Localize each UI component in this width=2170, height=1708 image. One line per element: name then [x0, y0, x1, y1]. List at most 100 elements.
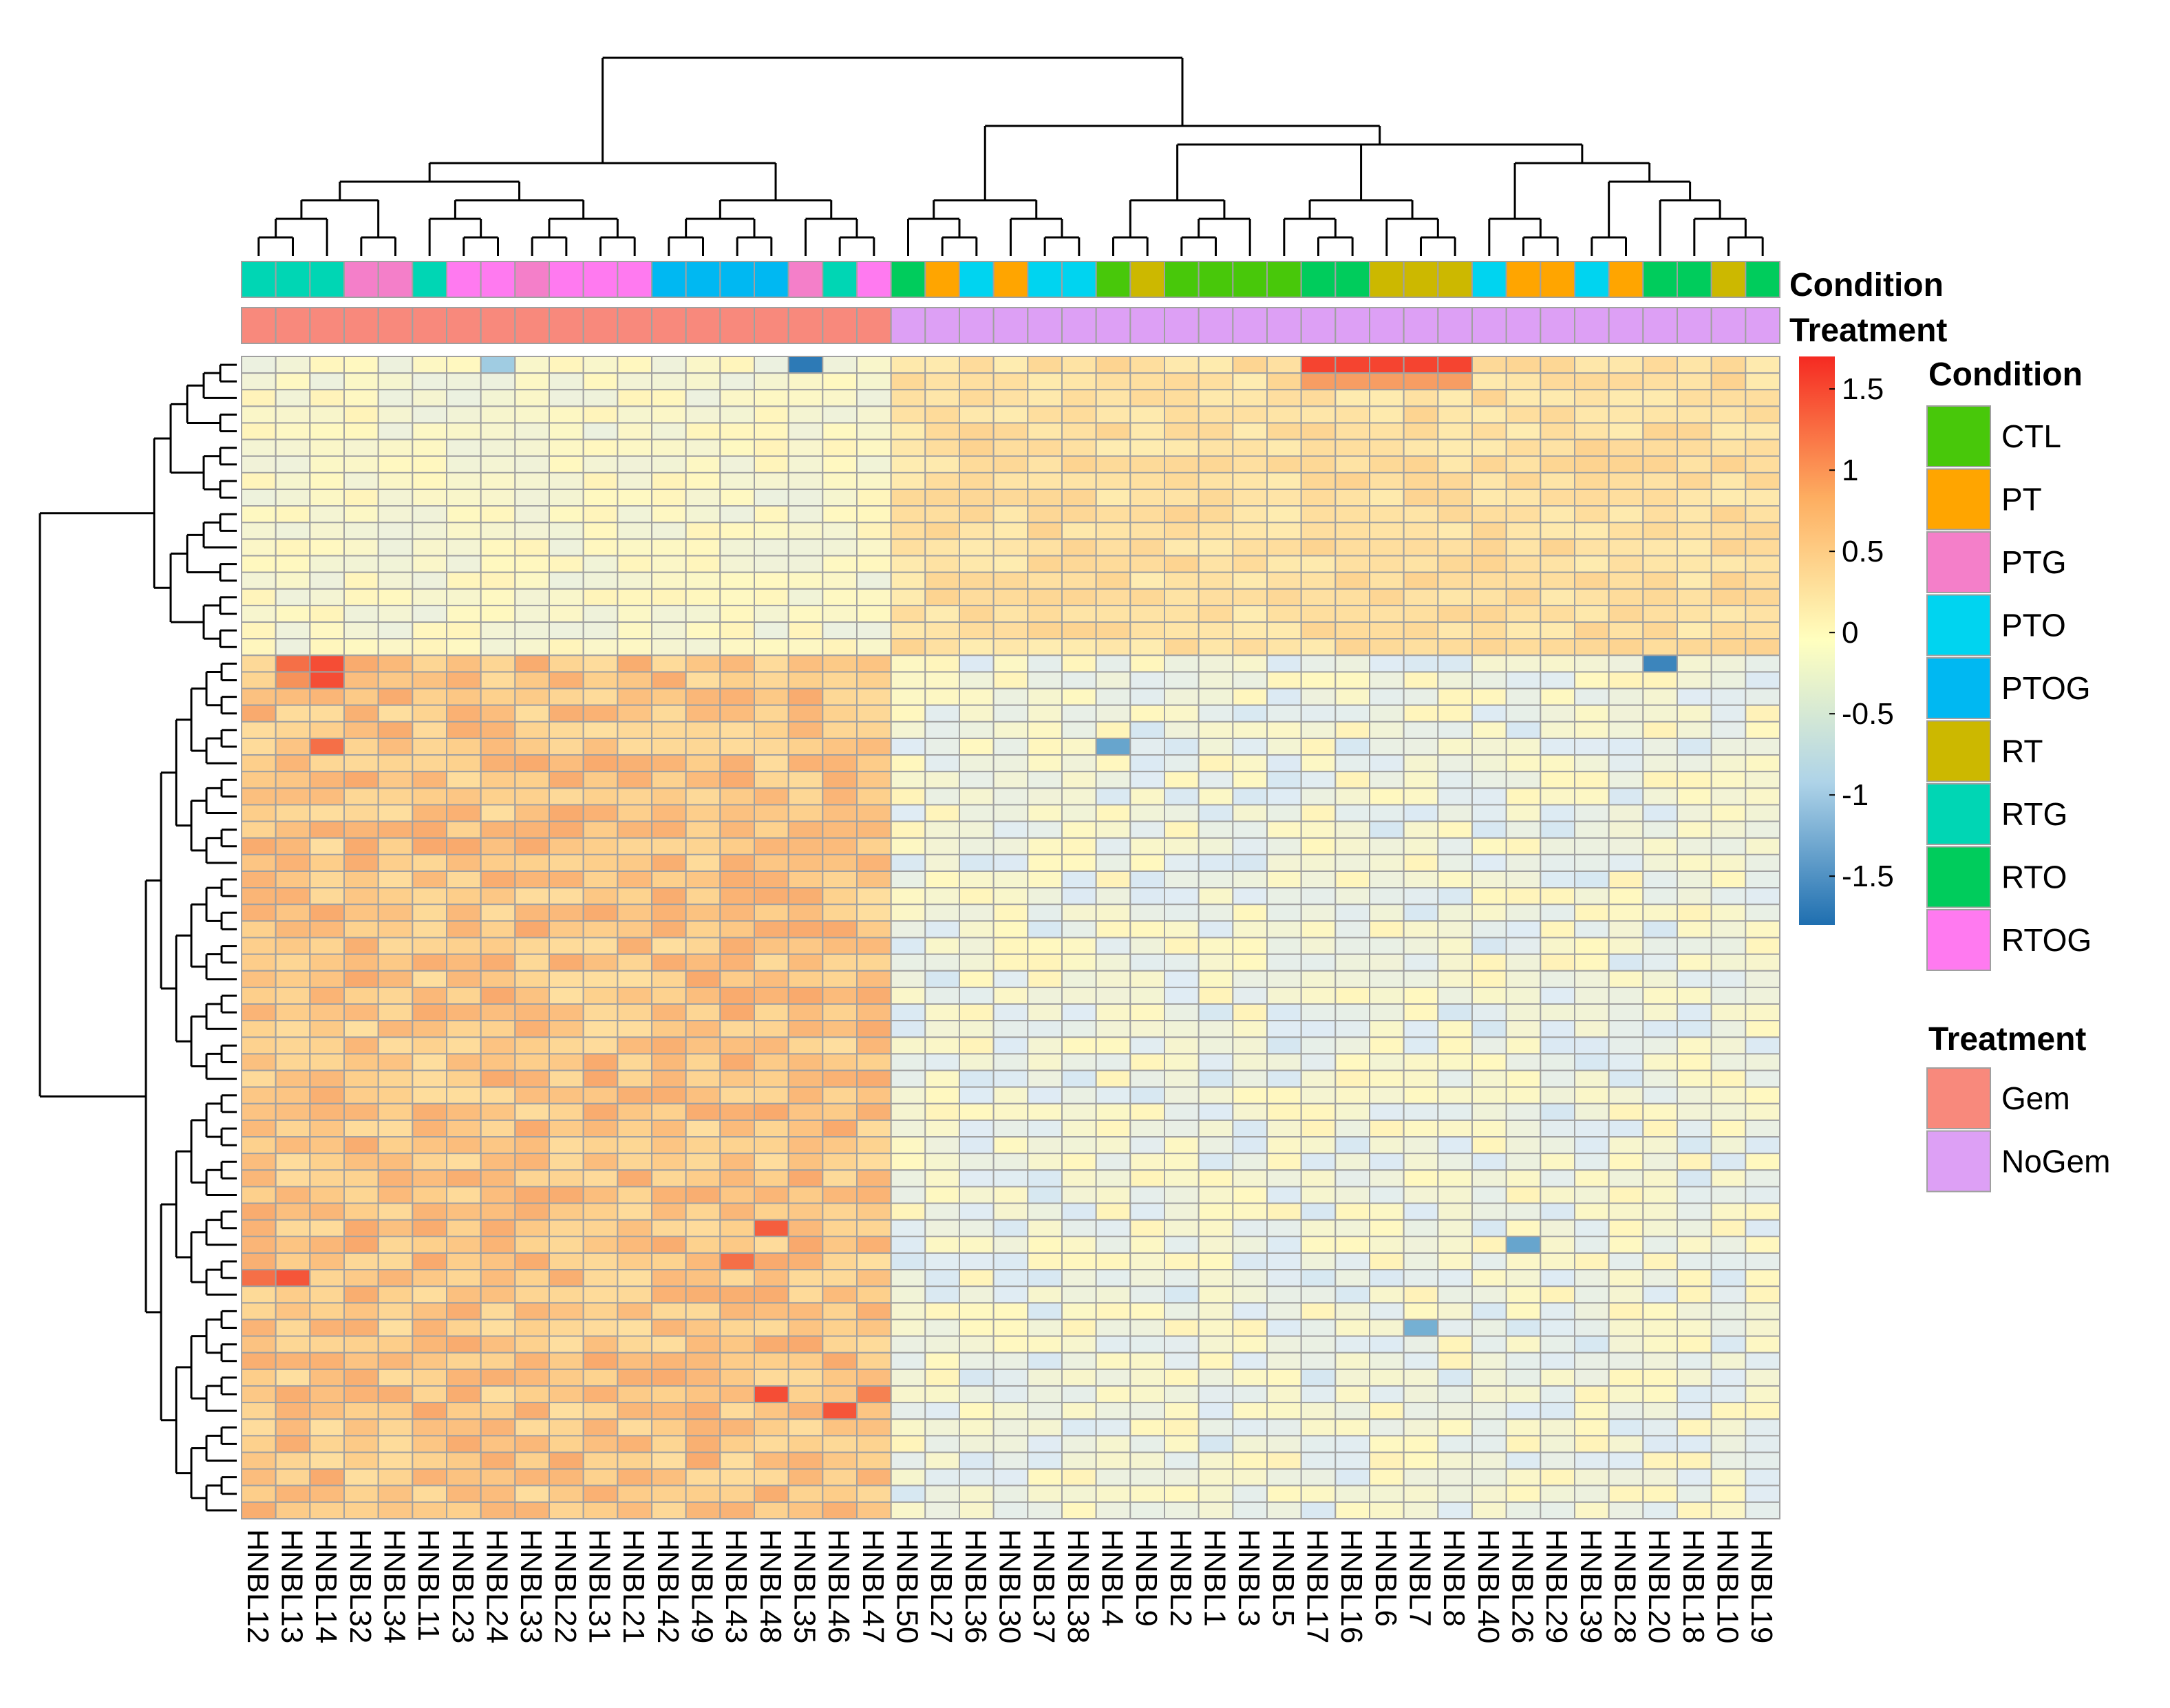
heatmap-cell	[514, 1202, 551, 1221]
heatmap-cell	[1300, 1036, 1337, 1055]
heatmap-cell	[412, 1319, 448, 1337]
heatmap-cell	[1540, 654, 1576, 673]
heatmap-cell	[787, 455, 824, 473]
heatmap-cell	[275, 1352, 311, 1370]
heatmap-cell	[1300, 1069, 1337, 1088]
heatmap-cell	[1745, 1252, 1781, 1271]
heatmap-cell	[412, 671, 448, 690]
heatmap-cell	[959, 704, 994, 723]
heatmap-cell	[1129, 1186, 1165, 1204]
heatmap-cell	[549, 1484, 584, 1503]
heatmap-cell	[1266, 1285, 1302, 1304]
heatmap-cell	[959, 638, 994, 656]
heatmap-cell	[549, 1003, 584, 1022]
heatmap-cell	[446, 1302, 482, 1321]
heatmap-cell	[1574, 1235, 1610, 1254]
heatmap-cell	[856, 588, 892, 606]
heatmap-cell	[1574, 1319, 1610, 1337]
heatmap-cell	[1471, 737, 1507, 756]
heatmap-cell	[959, 720, 994, 739]
heatmap-cell	[787, 489, 824, 507]
condition-cell	[890, 261, 926, 298]
heatmap-cell	[1437, 1335, 1474, 1354]
heatmap-cell	[856, 389, 892, 407]
heatmap-cell	[924, 372, 960, 391]
heatmap-cell	[754, 638, 789, 656]
heatmap-cell	[924, 1086, 960, 1104]
heatmap-cell	[1232, 1036, 1268, 1055]
heatmap-cell	[1642, 489, 1679, 507]
heatmap-cell	[856, 804, 892, 822]
heatmap-cell	[1095, 489, 1131, 507]
heatmap-cell	[582, 1302, 619, 1321]
heatmap-cell	[309, 1418, 345, 1437]
heatmap-cell	[992, 1086, 1029, 1104]
heatmap-cell	[1095, 522, 1131, 540]
heatmap-cell	[1369, 422, 1405, 440]
heatmap-cell	[1300, 887, 1337, 906]
heatmap-cell	[1129, 1003, 1165, 1022]
heatmap-cell	[1061, 1435, 1097, 1453]
heatmap-cell	[343, 1020, 379, 1038]
heatmap-cell	[1540, 372, 1576, 391]
heatmap-cell	[1403, 1368, 1439, 1387]
heatmap-cell	[685, 1269, 721, 1288]
heatmap-cell	[1027, 654, 1063, 673]
treatment-cell	[890, 307, 926, 344]
heatmap-cell	[1266, 820, 1302, 839]
heatmap-cell	[275, 372, 311, 391]
heatmap-cell	[1710, 1368, 1747, 1387]
heatmap-cell	[787, 438, 824, 457]
heatmap-cell	[651, 887, 687, 906]
heatmap-cell	[377, 820, 414, 839]
column-label: HNBL37	[1027, 1529, 1061, 1643]
heatmap-cell	[1437, 604, 1474, 623]
heatmap-cell	[446, 820, 482, 839]
heatmap-cell	[1198, 1169, 1234, 1188]
heatmap-cell	[1164, 904, 1200, 922]
heatmap-cell	[1300, 687, 1337, 706]
heatmap-cell	[1642, 1136, 1679, 1155]
heatmap-cell	[1745, 887, 1781, 906]
heatmap-cell	[1334, 737, 1370, 756]
heatmap-cell	[412, 1435, 448, 1453]
heatmap-cell	[514, 588, 551, 606]
heatmap-cell	[1745, 1003, 1781, 1022]
heatmap-cell	[1642, 953, 1679, 972]
heatmap-cell	[582, 920, 619, 939]
heatmap-cell	[412, 1352, 448, 1370]
heatmap-cell	[343, 1053, 379, 1071]
heatmap-cell	[1266, 1368, 1302, 1387]
heatmap-cell	[1437, 986, 1474, 1005]
heatmap-cell	[1437, 372, 1474, 391]
heatmap-cell	[1369, 1169, 1405, 1188]
heatmap-cell	[890, 505, 926, 524]
heatmap-cell	[1540, 389, 1576, 407]
heatmap-cell	[412, 1186, 448, 1204]
heatmap-cell	[1710, 389, 1747, 407]
treatment-cell	[412, 307, 448, 344]
heatmap-cell	[1608, 1335, 1644, 1354]
heatmap-cell	[1642, 937, 1679, 955]
heatmap-cell	[651, 604, 687, 623]
heatmap-cell	[1129, 588, 1165, 606]
heatmap-cell	[754, 489, 789, 507]
heatmap-cell	[1095, 1319, 1131, 1337]
heatmap-cell	[343, 1036, 379, 1055]
heatmap-cell	[1300, 455, 1337, 473]
heatmap-cell	[1642, 1036, 1679, 1055]
heatmap-cell	[1334, 953, 1370, 972]
heatmap-cell	[719, 1020, 755, 1038]
heatmap-cell	[1437, 389, 1474, 407]
heatmap-cell	[1266, 671, 1302, 690]
colorbar-tick-label: 0.5	[1842, 535, 1884, 568]
heatmap-cell	[549, 422, 584, 440]
heatmap-cell	[754, 1451, 789, 1470]
heatmap-cell	[822, 1468, 858, 1486]
heatmap-cell	[1027, 621, 1063, 640]
heatmap-cell	[822, 804, 858, 822]
heatmap-cell	[1027, 1269, 1063, 1288]
heatmap-cell	[992, 1269, 1029, 1288]
heatmap-cell	[856, 638, 892, 656]
heatmap-cell	[1129, 1269, 1165, 1288]
